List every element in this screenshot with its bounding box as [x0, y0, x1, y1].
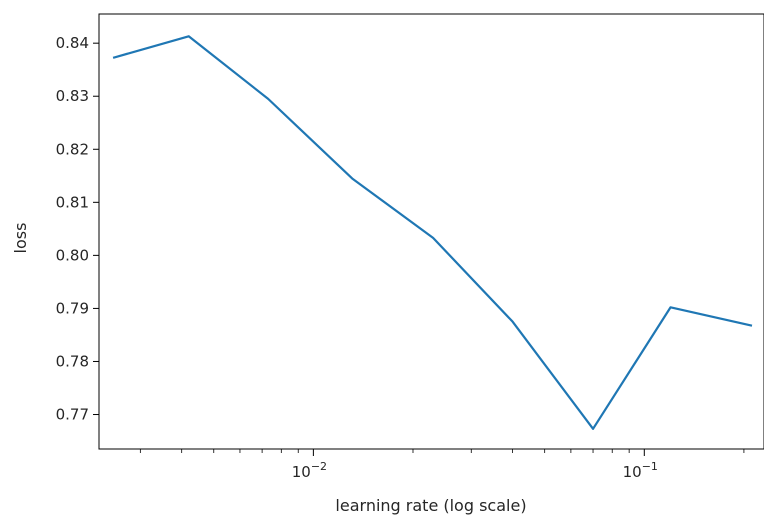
loss-line: [112, 35, 753, 430]
y-axis-label: loss: [11, 223, 30, 254]
x-tick-label: 10−1: [623, 460, 658, 481]
y-tick-label: 0.81: [56, 193, 89, 211]
y-tick-label: 0.84: [56, 34, 89, 52]
plot-frame: [98, 13, 764, 450]
y-axis: 0.77 0.78 0.79 0.80 0.81 0.82 0.83 0.84: [56, 34, 99, 424]
x-axis: 10−2 10−1: [139, 449, 745, 481]
y-tick-label: 0.80: [56, 246, 89, 264]
y-tick-label: 0.77: [56, 406, 89, 424]
x-axis-label: learning rate (log scale): [335, 496, 526, 515]
y-tick-label: 0.83: [56, 87, 89, 105]
plot-series: [112, 35, 753, 430]
x-tick-label: 10−2: [292, 460, 327, 481]
y-tick-label: 0.78: [56, 352, 89, 370]
y-tick-label: 0.82: [56, 140, 89, 158]
y-tick-label: 0.79: [56, 299, 89, 317]
